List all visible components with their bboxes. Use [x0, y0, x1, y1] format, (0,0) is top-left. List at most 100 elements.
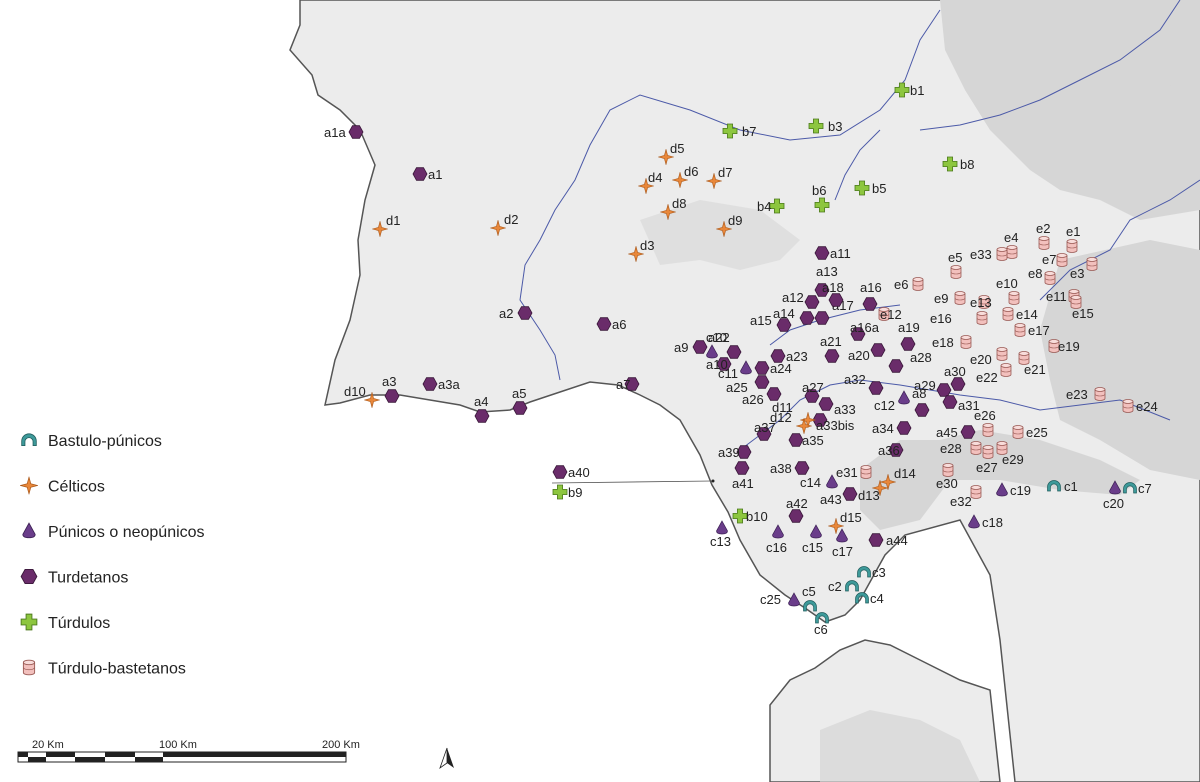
hexagon-icon: [960, 425, 976, 439]
cylinder-icon: [996, 247, 1008, 261]
site-e2: e2: [1036, 221, 1050, 250]
hexagon-icon: [870, 343, 886, 357]
site-a38: a38: [770, 461, 810, 476]
site-label: b1: [910, 83, 924, 98]
drop-icon: [22, 522, 36, 539]
site-label: e21: [1024, 362, 1046, 377]
hexagon-icon: [862, 297, 878, 311]
scale-seg-5: [105, 752, 135, 757]
star-icon: [20, 476, 38, 495]
site-label: e3: [1070, 266, 1084, 281]
site-a30: a30: [944, 364, 966, 391]
site-label: d3: [640, 238, 654, 253]
site-label: c3: [872, 565, 886, 580]
site-e18: e18: [932, 335, 972, 350]
site-d9: d9: [716, 213, 742, 237]
cylinder-icon: [1044, 271, 1056, 285]
site-label: a26: [742, 392, 764, 407]
north-arrow-icon: [439, 747, 454, 770]
site-e27: e27: [976, 445, 998, 475]
site-label: b5: [872, 181, 886, 196]
cylinder-icon: [1086, 257, 1098, 271]
site-a11: a11: [814, 246, 851, 261]
cylinder-icon: [1094, 387, 1106, 401]
site-c14: c14: [800, 474, 838, 490]
hexagon-icon: [692, 340, 708, 354]
site-label: a27: [802, 380, 824, 395]
site-label: a29: [914, 378, 936, 393]
site-label: c18: [982, 515, 1003, 530]
site-label: a1a: [324, 125, 346, 140]
site-label: d11: [772, 400, 793, 415]
site-a23: a23: [770, 349, 808, 364]
site-b10: b10: [732, 508, 768, 524]
site-c10: c10: [706, 330, 727, 359]
site-label: d14: [894, 466, 916, 481]
site-label: b6: [812, 183, 826, 198]
site-label: a6: [612, 317, 626, 332]
site-label: e28: [940, 441, 962, 456]
cylinder-icon: [950, 265, 962, 279]
site-label: a45: [936, 425, 958, 440]
hexagon-icon: [950, 377, 966, 391]
site-c19: c19: [996, 482, 1031, 498]
site-label: c25: [760, 592, 781, 607]
site-label: d1: [386, 213, 400, 228]
site-label: a2: [499, 306, 513, 321]
river-tajo: [919, 0, 1181, 131]
site-d14: d14: [880, 466, 916, 490]
site-label: a43: [820, 492, 842, 507]
site-c5: c5: [802, 584, 817, 612]
site-b9: b9: [552, 484, 582, 500]
hexagon-icon: [788, 433, 804, 447]
legend-item-bastulo: Bastulo-púnicos: [21, 433, 162, 450]
site-label: e1: [1066, 224, 1080, 239]
site-label: a22: [708, 330, 730, 345]
site-a34: a34: [872, 421, 912, 436]
site-a26: a26: [742, 387, 782, 407]
site-label: c14: [800, 475, 821, 490]
site-label: a42: [786, 496, 808, 511]
cylinder-icon: [1012, 425, 1024, 439]
site-e16: e16: [930, 311, 988, 326]
site-label: a12: [782, 290, 804, 305]
site-a15: a15: [750, 313, 792, 332]
site-d3: d3: [628, 238, 654, 262]
site-label: b7: [742, 124, 756, 139]
site-a33: a33: [818, 397, 856, 417]
site-label: b10: [746, 509, 768, 524]
site-label: a21: [820, 334, 842, 349]
base-map: [289, 0, 1200, 782]
hexagon-icon: [776, 318, 792, 332]
drop-icon: [716, 520, 728, 535]
site-label: a34: [872, 421, 894, 436]
site-label: a5: [512, 386, 526, 401]
site-e3: e3: [1070, 257, 1098, 281]
site-b4: b4: [757, 198, 785, 214]
site-e33: e33: [970, 247, 1008, 262]
hexagon-icon: [824, 349, 840, 363]
site-label: a1: [428, 167, 442, 182]
site-e25: e25: [1012, 425, 1048, 440]
site-label: c2: [828, 579, 842, 594]
site-d2: d2: [490, 212, 518, 236]
site-label: c11: [718, 366, 738, 381]
site-a16a: a16a: [850, 320, 880, 341]
cylinder-icon: [1000, 363, 1012, 377]
cylinder-icon: [942, 463, 954, 477]
site-label: d10: [344, 384, 366, 399]
site-label: c5: [802, 584, 816, 599]
site-label: e17: [1028, 323, 1050, 338]
site-c16: c16: [766, 524, 787, 555]
cylinder-icon: [982, 423, 994, 437]
site-label: e9: [934, 291, 948, 306]
site-a3a: a3a: [422, 377, 460, 392]
site-label: a20: [848, 348, 870, 363]
legend-label: Túrdulos: [48, 615, 110, 632]
site-a2: a2: [499, 306, 533, 321]
site-d1: d1: [372, 213, 400, 237]
cylinder-icon: [1056, 253, 1068, 267]
site-label: d8: [672, 196, 686, 211]
site-e29: e29: [996, 441, 1024, 467]
site-a31: a31: [942, 395, 980, 413]
